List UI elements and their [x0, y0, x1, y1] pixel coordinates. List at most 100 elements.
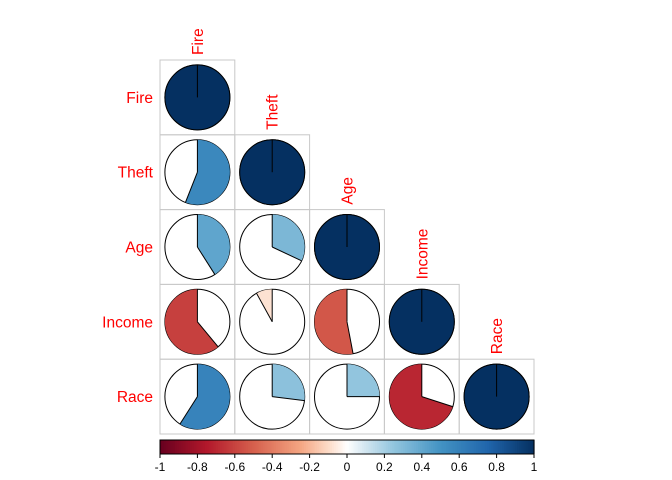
column-label-race: Race: [489, 318, 506, 354]
colorbar-segment: [360, 440, 363, 454]
colorbar-segment: [178, 440, 182, 454]
colorbar-segment: [204, 440, 208, 454]
colorbar-segment: [217, 440, 221, 454]
colorbar-tick-label: 0.6: [451, 460, 468, 474]
colorbar-segment: [446, 440, 449, 454]
colorbar-segment: [161, 440, 165, 454]
colorbar-segment: [474, 440, 477, 454]
colorbar-segment: [403, 440, 406, 454]
column-label-income: Income: [414, 229, 431, 280]
colorbar-segment: [289, 440, 292, 454]
colorbar-segment: [507, 440, 511, 454]
colorbar-segment: [373, 440, 376, 454]
colorbar-segment: [505, 440, 509, 454]
pie-slice-edge: [196, 246, 216, 275]
colorbar-segment: [391, 440, 395, 454]
colorbar-segment: [285, 440, 288, 454]
colorbar-segment: [509, 440, 513, 454]
colorbar-segment: [472, 440, 475, 454]
colorbar-segment: [255, 440, 258, 454]
colorbar-tick-label: 0.4: [413, 460, 430, 474]
colorbar-segment: [350, 440, 354, 454]
colorbar-segment: [199, 440, 202, 454]
colorbar-segment: [242, 440, 245, 454]
colorbar-segment: [489, 440, 492, 454]
colorbar-segment: [163, 440, 167, 454]
colorbar-segment: [332, 440, 335, 454]
colorbar-segment: [272, 440, 275, 454]
colorbar-segment: [517, 440, 520, 454]
grid-layer: [159, 59, 535, 435]
pie-slice-edge: [179, 396, 198, 425]
colorbar-segment: [348, 440, 352, 454]
colorbar-segment: [275, 440, 279, 454]
colorbar-segment: [490, 440, 494, 454]
colorbar-segment: [345, 440, 348, 454]
colorbar-segment: [300, 440, 303, 454]
colorbar-segment: [165, 440, 169, 454]
colorbar-segment: [502, 440, 505, 454]
colorbar-segment: [229, 440, 232, 454]
colorbar-segment: [184, 440, 187, 454]
colorbar-segment: [223, 440, 227, 454]
pie-slice: [272, 214, 305, 261]
pie-slice-edge: [421, 396, 453, 408]
colorbar-segment: [483, 440, 486, 454]
colorbar-segment: [418, 440, 421, 454]
colorbar-segment: [388, 440, 391, 454]
colorbar-segment: [260, 440, 264, 454]
colorbar-segment: [328, 440, 331, 454]
colorbar-segment: [335, 440, 339, 454]
colorbar-segment: [361, 440, 365, 454]
colorbar-segment: [442, 440, 445, 454]
colorbar-segment: [416, 440, 419, 454]
colorbar-segment: [399, 440, 402, 454]
column-label-age: Age: [340, 177, 357, 205]
colorbar-tick-label: 0: [344, 460, 351, 474]
colorbar-segment: [257, 440, 260, 454]
colorbar-segment: [421, 440, 425, 454]
colorbar-segment: [180, 440, 184, 454]
colorbar-segment: [414, 440, 417, 454]
colorbar-segment: [522, 440, 526, 454]
row-labels: Fire Theft Age Income Race: [102, 90, 154, 406]
colorbar-segment: [504, 440, 507, 454]
colorbar-segment: [397, 440, 400, 454]
pie-slice-edge: [346, 321, 354, 354]
colorbar-segment: [406, 440, 410, 454]
colorbar-segment: [343, 440, 346, 454]
colorbar-segment: [214, 440, 217, 454]
colorbar-segment: [530, 440, 533, 454]
colorbar-segment: [174, 440, 178, 454]
colorbar-segment: [292, 440, 296, 454]
colorbar-segment: [249, 440, 253, 454]
colorbar-segment: [186, 440, 189, 454]
colorbar-segment: [494, 440, 498, 454]
pie-slice: [164, 289, 219, 355]
colorbar-segment: [528, 440, 531, 454]
colorbar-segment: [225, 440, 228, 454]
pie-slice-edge: [184, 172, 198, 203]
colorbar-segment: [520, 440, 524, 454]
colorbar-segment: [333, 440, 337, 454]
colorbar: -1 -0.8 -0.6 -0.4 -0.2 0 0.2 0.4 0.6 0.8 1: [155, 439, 538, 474]
colorbar-segment: [266, 440, 270, 454]
colorbar-segment: [238, 440, 242, 454]
colorbar-segment: [212, 440, 215, 454]
colorbar-segment: [382, 440, 385, 454]
colorbar-segment: [384, 440, 387, 454]
colorbar-segment: [287, 440, 290, 454]
pie-slice: [185, 139, 230, 205]
colorbar-segment: [274, 440, 277, 454]
colorbar-tick-label: -0.8: [187, 460, 208, 474]
colorbar-segment: [375, 440, 378, 454]
colorbar-segment: [401, 440, 404, 454]
colorbar-segment: [221, 440, 225, 454]
colorbar-segment: [515, 440, 518, 454]
colorbar-segment: [419, 440, 423, 454]
colorbar-segment: [203, 440, 206, 454]
colorbar-segment: [246, 440, 249, 454]
colorbar-segment: [462, 440, 466, 454]
row-label-income: Income: [102, 314, 153, 331]
colorbar-segment: [259, 440, 262, 454]
